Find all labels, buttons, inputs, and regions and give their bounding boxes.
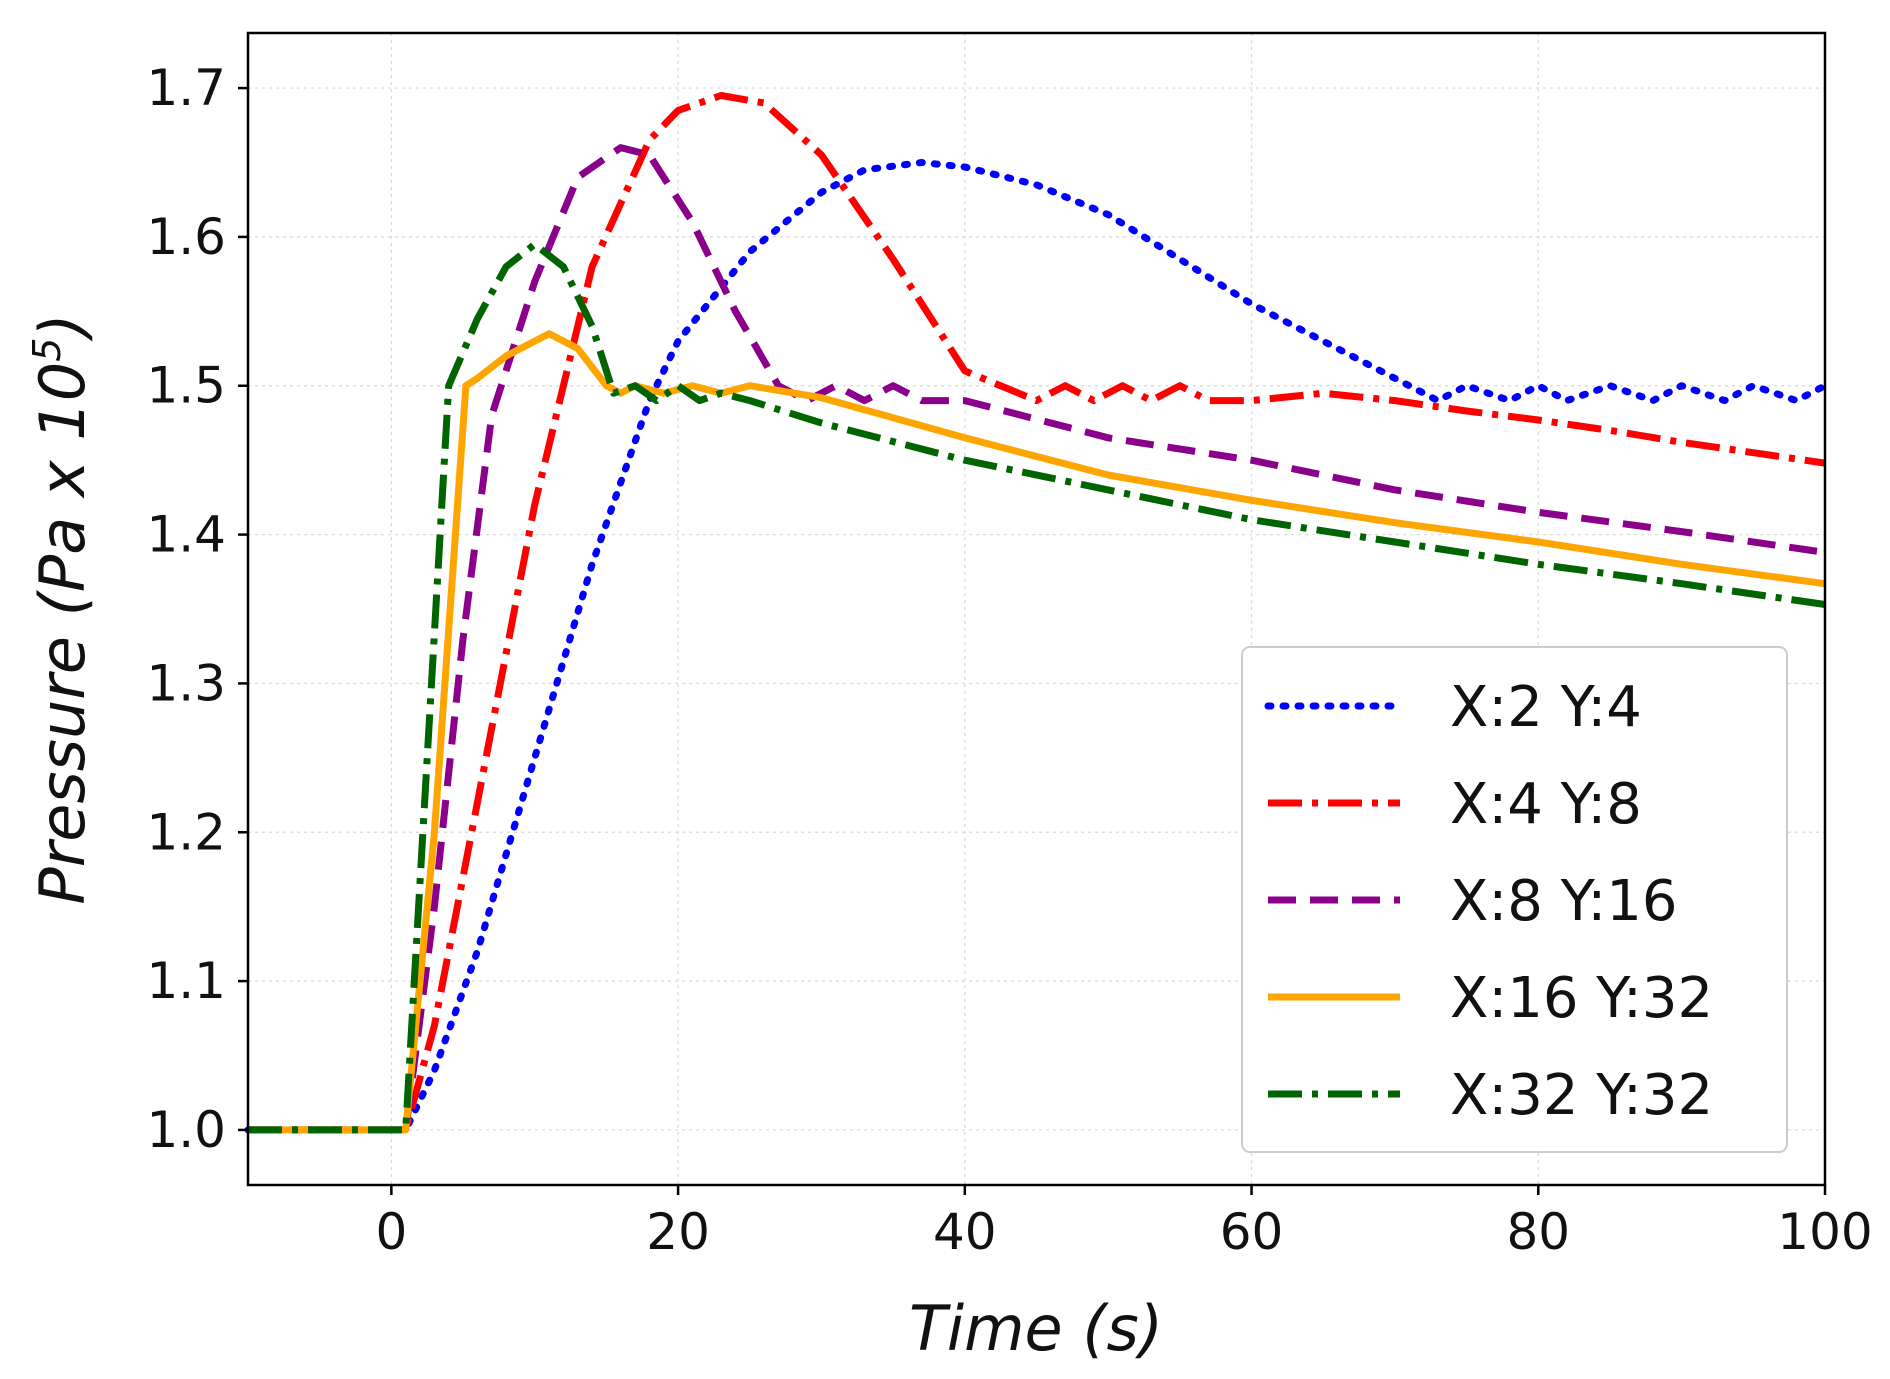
y-axis-title-exponent: 5 (25, 338, 69, 362)
legend-label-x-32-y-32: X:32 Y:32 (1450, 1063, 1713, 1128)
plot-frame (246, 31, 1827, 1187)
series-line-x-8-y-16 (248, 144, 1826, 1134)
legend-label-x-16-y-32: X:16 Y:32 (1450, 966, 1713, 1031)
series-line-x-16-y-32 (248, 330, 1826, 1134)
x-tick-label: 60 (1220, 1203, 1284, 1261)
x-tick-label: 0 (375, 1203, 407, 1261)
series-line-x-32-y-32 (248, 240, 1826, 1134)
x-tick-label: 80 (1506, 1203, 1570, 1261)
x-tick-label: 100 (1777, 1203, 1872, 1261)
y-tick-label: 1.5 (146, 357, 226, 415)
axis-ticks: 0 20 40 60 80 100 1.0 1.1 1.2 1.3 1.4 1.5 1.6 1.7 (146, 59, 1872, 1261)
y-tick-label: 1.6 (146, 208, 226, 266)
y-tick-label: 1.4 (146, 506, 226, 564)
legend-label-x-2-y-4: X:2 Y:4 (1450, 675, 1642, 740)
y-tick-label: 1.2 (146, 803, 226, 861)
y-tick-label: 1.0 (146, 1101, 226, 1159)
y-tick-label: 1.1 (146, 952, 226, 1010)
y-axis-title-main: Pressure (Pa x 10 (26, 362, 99, 905)
y-axis-title: Pressure (Pa x 105) (25, 313, 99, 904)
y-axis-title-close: ) (26, 313, 99, 341)
series-layer (244, 92, 1829, 1134)
y-tick-label: 1.3 (146, 654, 226, 712)
x-tick-label: 20 (646, 1203, 710, 1261)
y-tick-label: 1.7 (146, 59, 226, 117)
series-line-x-2-y-4 (244, 159, 1829, 1134)
x-tick-label: 40 (933, 1203, 997, 1261)
legend-box (1241, 646, 1788, 1153)
legend: X:2 Y:4 X:4 Y:8 X:8 Y:16 X:16 Y:32 X:32 Y:32 (1241, 646, 1788, 1153)
legend-label-x-8-y-16: X:8 Y:16 (1450, 869, 1678, 934)
x-axis-title: Time (s) (909, 1292, 1163, 1365)
series-line-x-4-y-8 (248, 92, 1826, 1134)
legend-label-x-4-y-8: X:4 Y:8 (1450, 772, 1642, 837)
